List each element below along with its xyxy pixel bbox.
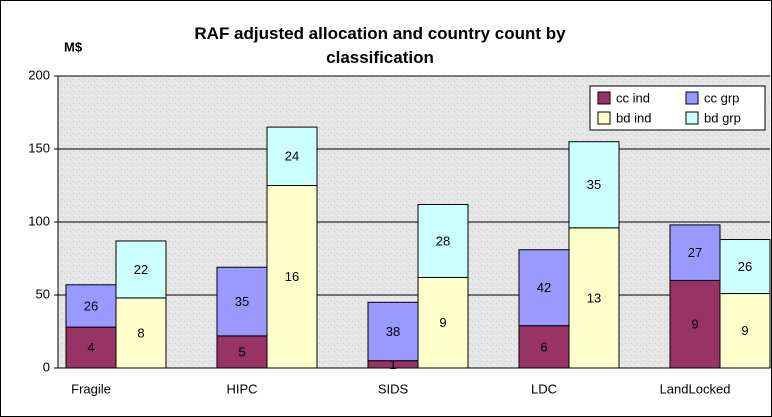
y-tick-label: 50: [36, 286, 50, 301]
bar-segment: [568, 141, 620, 229]
bar-segment: [65, 284, 117, 328]
bar-segment: [266, 126, 318, 186]
data-label: 9: [439, 315, 446, 330]
data-label: 5: [238, 344, 245, 359]
bar-segment: [719, 293, 771, 369]
data-label: 9: [691, 317, 698, 332]
data-label: 42: [537, 280, 551, 295]
data-label: 6: [540, 339, 547, 354]
y-tick-label: 200: [28, 67, 50, 82]
bar-segment: [417, 203, 469, 278]
legend-label: bd ind: [616, 110, 651, 125]
bar-segment: [266, 185, 318, 369]
data-label: 9: [741, 323, 748, 338]
data-label: 22: [134, 262, 148, 277]
data-label: 28: [436, 233, 450, 248]
data-label: 27: [688, 245, 702, 260]
data-label: 16: [285, 269, 299, 284]
bar-segment: [216, 266, 268, 337]
y-tick-label: 0: [43, 359, 50, 374]
bar-segment: [669, 224, 721, 281]
x-tick-label: LandLocked: [660, 381, 731, 396]
bar-segment: [518, 325, 570, 369]
legend-label: cc ind: [616, 90, 650, 105]
legend-swatch: [597, 111, 611, 125]
bar-segment: [568, 227, 620, 369]
data-label: 13: [587, 290, 601, 305]
legend-label: cc grp: [704, 90, 739, 105]
legend-swatch: [685, 111, 699, 125]
x-tick-label: HIPC: [226, 381, 257, 396]
data-label: 35: [587, 177, 601, 192]
bar-segment: [367, 301, 419, 362]
bar-segment: [719, 239, 771, 295]
data-label: 26: [738, 259, 752, 274]
bar-segment: [65, 326, 117, 369]
data-label: 38: [386, 324, 400, 339]
x-tick-label: LDC: [531, 381, 557, 396]
data-label: 1: [389, 357, 396, 372]
legend-swatch: [597, 91, 611, 105]
y-tick-label: 150: [28, 140, 50, 155]
bar-segment: [669, 279, 721, 369]
legend-label: bd grp: [704, 110, 741, 125]
chart-title: RAF adjusted allocation and country coun…: [194, 24, 566, 67]
y-tick-label: 100: [28, 213, 50, 228]
y-axis-label: M$: [64, 39, 83, 54]
x-tick-label: SIDS: [378, 381, 409, 396]
data-label: 26: [84, 298, 98, 313]
bar-segment: [115, 240, 167, 299]
data-label: 8: [137, 325, 144, 340]
bar-segment: [216, 335, 268, 369]
bar-segment: [115, 297, 167, 369]
data-label: 35: [235, 294, 249, 309]
legend-box: [589, 85, 766, 131]
bar-segment: [417, 276, 469, 369]
legend-swatch: [685, 91, 699, 105]
data-label: 4: [87, 340, 94, 355]
data-label: 24: [285, 149, 299, 164]
x-tick-label: Fragile: [71, 381, 111, 396]
